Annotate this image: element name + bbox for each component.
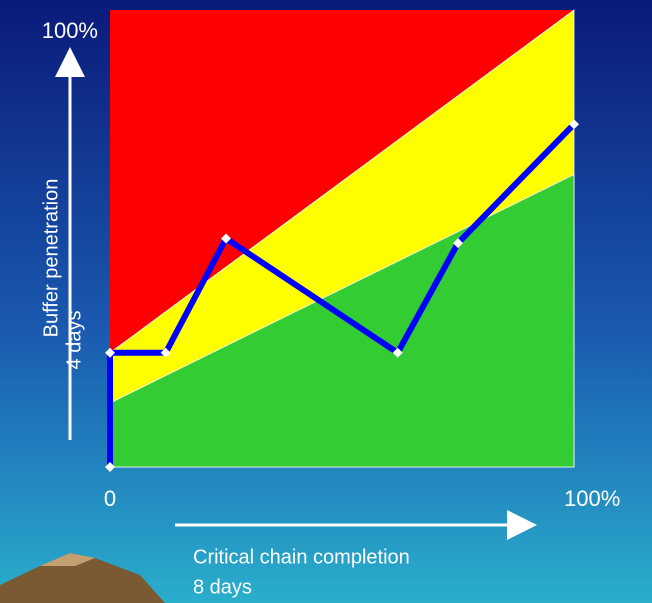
point-marker (569, 119, 579, 130)
point-marker (105, 347, 115, 358)
y-label: 4 days (63, 311, 85, 370)
x-tick-label: 0 (104, 486, 116, 511)
point-marker (453, 238, 463, 249)
x-label: 8 days (193, 576, 252, 598)
x-tick-label: 100% (564, 486, 620, 511)
y-label: Buffer penetration (40, 179, 62, 338)
plot (105, 9, 579, 472)
point-marker (105, 462, 115, 472)
point-marker (160, 347, 171, 358)
y-tick-label: 100% (42, 18, 98, 43)
point-marker (221, 233, 231, 244)
x-label: Critical chain completion (193, 546, 410, 568)
mountain-highlight (40, 553, 95, 566)
point-marker (392, 347, 403, 358)
